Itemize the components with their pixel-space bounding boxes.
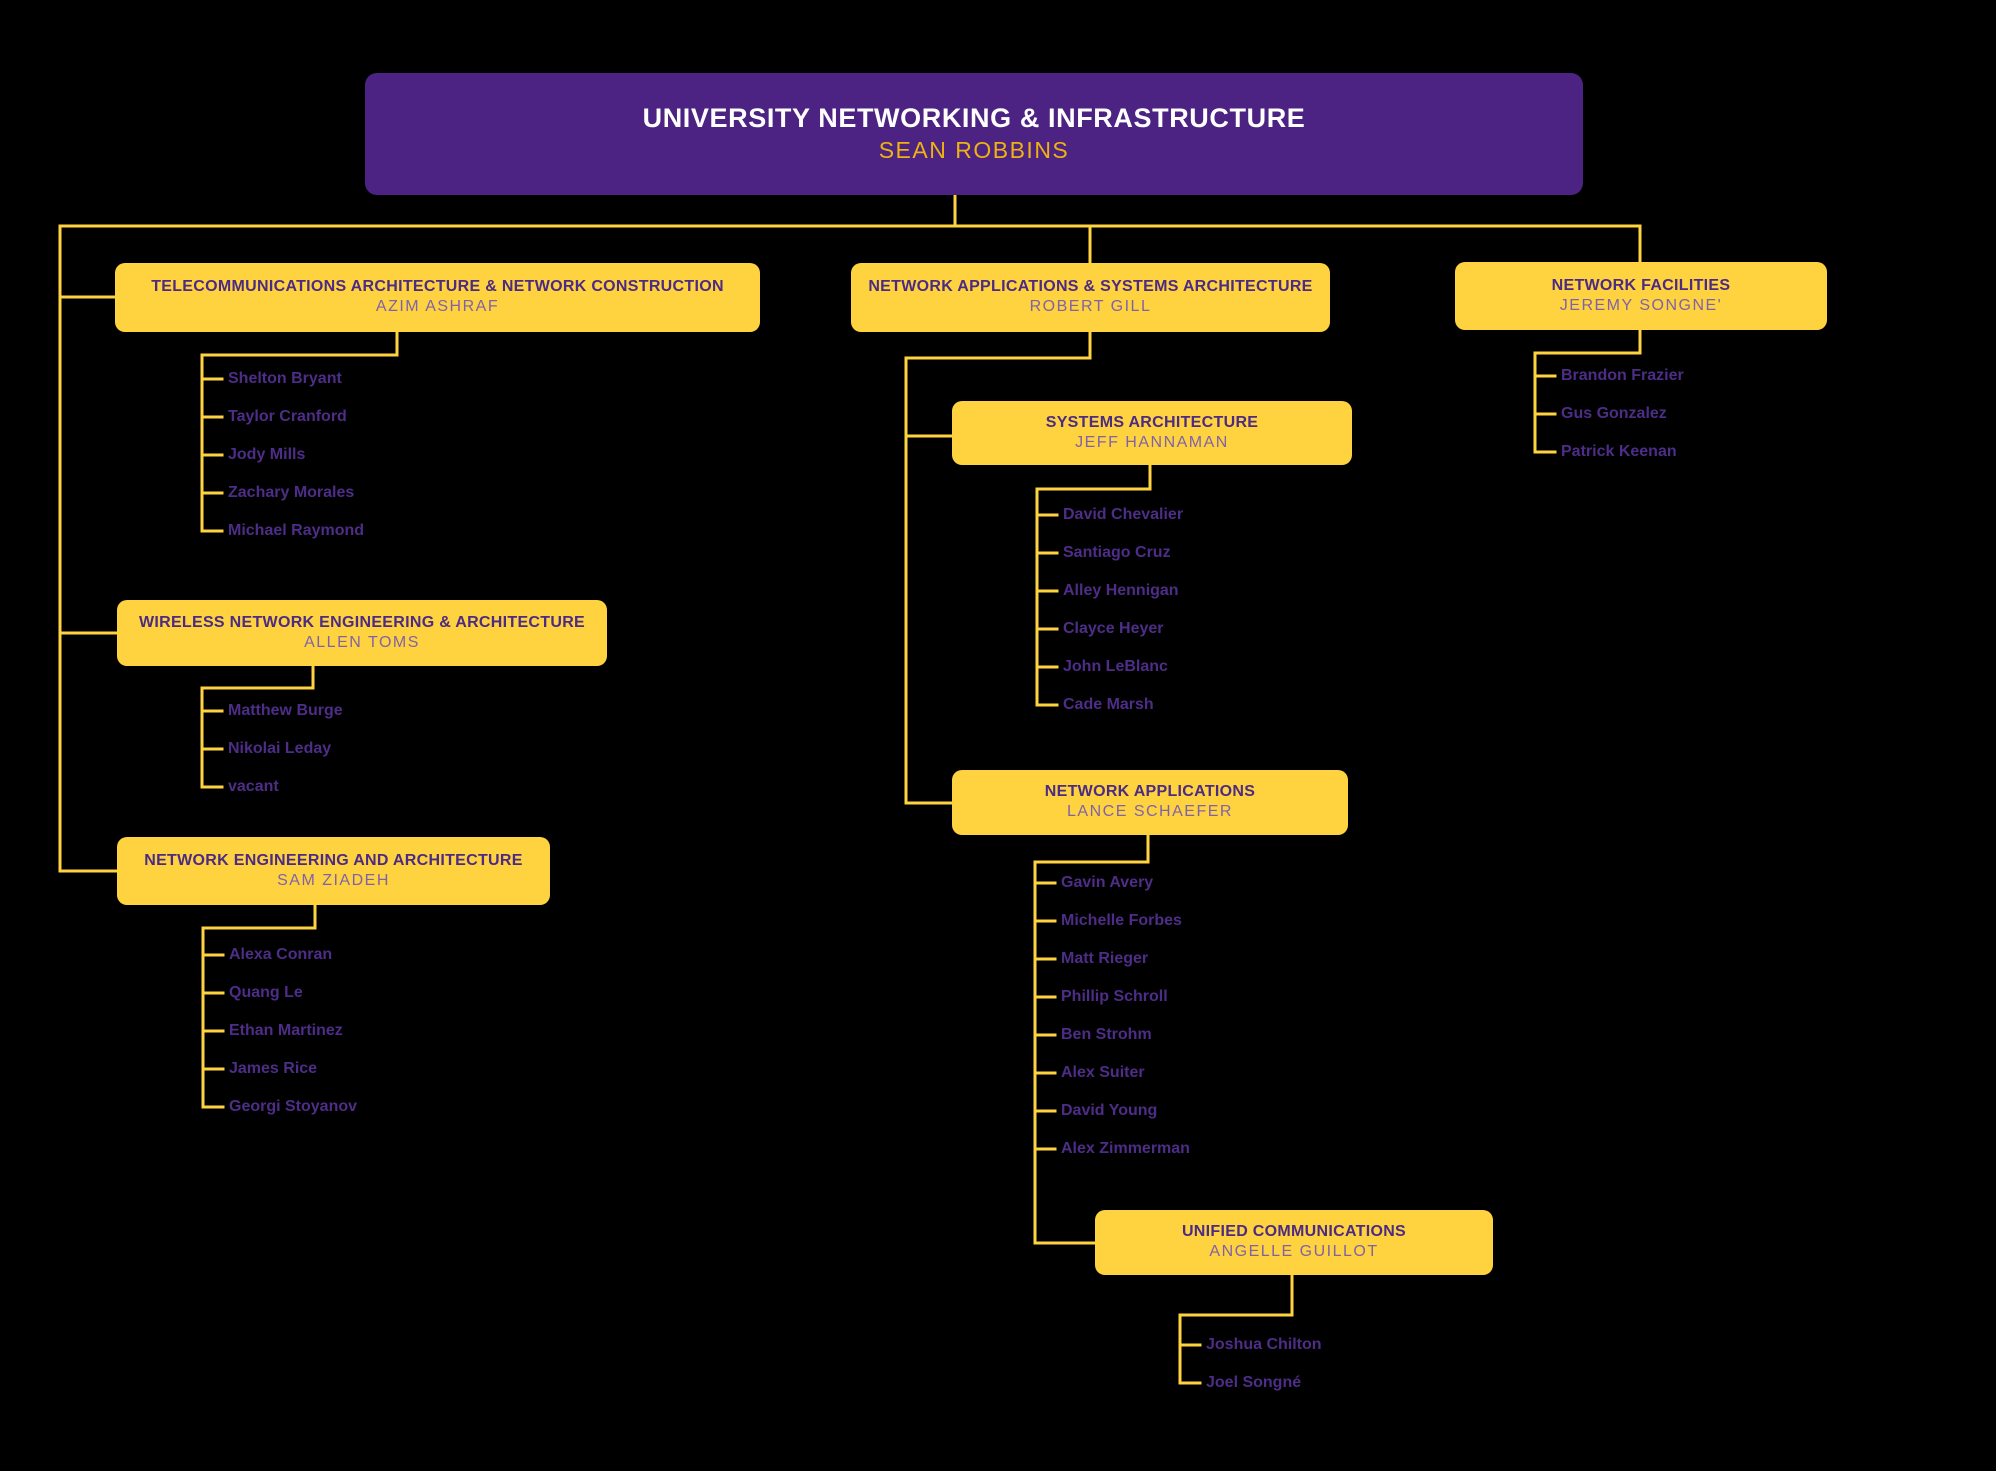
member-name: Clayce Heyer: [1063, 620, 1164, 637]
member-name: Alex Suiter: [1061, 1064, 1145, 1081]
member-name: Matthew Burge: [228, 702, 343, 719]
member-name: David Young: [1061, 1102, 1158, 1119]
org-box-unified-communications: UNIFIED COMMUNICATIONS ANGELLE GUILLOT: [1095, 1210, 1493, 1275]
member-name: John LeBlanc: [1063, 658, 1168, 675]
org-box-person: JEREMY SONGNE': [1559, 296, 1723, 314]
org-box-network-apps-systems: NETWORK APPLICATIONS & SYSTEMS ARCHITECT…: [851, 263, 1330, 332]
org-box-person: SEAN ROBBINS: [878, 136, 1070, 163]
org-box-network-applications: NETWORK APPLICATIONS LANCE SCHAEFER: [952, 770, 1348, 835]
org-box-title: UNIFIED COMMUNICATIONS: [1181, 1223, 1407, 1241]
member-name: vacant: [228, 778, 279, 795]
member-name: Zachary Morales: [228, 484, 355, 501]
org-box-wireless: WIRELESS NETWORK ENGINEERING & ARCHITECT…: [117, 600, 607, 666]
org-box-title: UNIVERSITY NETWORKING & INFRASTRUCTURE: [642, 103, 1306, 134]
org-box-title: NETWORK ENGINEERING AND ARCHITECTURE: [144, 851, 523, 869]
org-box-title: NETWORK APPLICATIONS & SYSTEMS ARCHITECT…: [868, 278, 1313, 296]
org-box-systems-architecture: SYSTEMS ARCHITECTURE JEFF HANNAMAN: [952, 401, 1352, 465]
org-box-title: WIRELESS NETWORK ENGINEERING & ARCHITECT…: [138, 613, 586, 631]
org-box-person: ANGELLE GUILLOT: [1209, 1243, 1379, 1261]
member-name: Joshua Chilton: [1206, 1336, 1322, 1353]
member-name: Patrick Keenan: [1561, 443, 1677, 460]
member-name: Gavin Avery: [1061, 874, 1154, 891]
org-box-person: ROBERT GILL: [1029, 298, 1152, 316]
member-name: Taylor Cranford: [228, 408, 347, 425]
member-name: Shelton Bryant: [228, 370, 342, 387]
member-name: Ben Strohm: [1061, 1026, 1152, 1043]
member-name: Phillip Schroll: [1061, 988, 1168, 1005]
org-box-network-facilities: NETWORK FACILITIES JEREMY SONGNE': [1455, 262, 1827, 330]
org-box-person: LANCE SCHAEFER: [1067, 803, 1233, 821]
member-name: James Rice: [229, 1060, 318, 1077]
org-box-telecommunications: TELECOMMUNICATIONS ARCHITECTURE & NETWOR…: [115, 263, 760, 332]
member-name: Joel Songné: [1206, 1374, 1302, 1391]
member-name: Santiago Cruz: [1063, 544, 1171, 561]
member-name: David Chevalier: [1063, 506, 1184, 523]
member-name: Alley Hennigan: [1063, 582, 1179, 599]
org-box-title: NETWORK FACILITIES: [1551, 276, 1731, 294]
member-name: Georgi Stoyanov: [229, 1098, 358, 1115]
member-name: Quang Le: [229, 984, 303, 1001]
member-name: Matt Rieger: [1061, 950, 1149, 967]
member-name: Alex Zimmerman: [1061, 1140, 1190, 1157]
org-box-person: ALLEN TOMS: [304, 633, 420, 651]
org-box-root: UNIVERSITY NETWORKING & INFRASTRUCTURE S…: [365, 73, 1583, 195]
org-box-person: AZIM ASHRAF: [375, 298, 500, 316]
org-box-title: SYSTEMS ARCHITECTURE: [1045, 413, 1259, 431]
org-box-person: SAM ZIADEH: [277, 871, 390, 889]
org-box-title: TELECOMMUNICATIONS ARCHITECTURE & NETWOR…: [151, 278, 724, 296]
member-name: Nikolai Leday: [228, 740, 332, 757]
member-name: Michelle Forbes: [1061, 912, 1182, 929]
org-box-title: NETWORK APPLICATIONS: [1044, 783, 1256, 801]
member-name: Cade Marsh: [1063, 696, 1154, 713]
member-name: Jody Mills: [228, 446, 306, 463]
member-name: Gus Gonzalez: [1561, 405, 1667, 422]
org-box-person: JEFF HANNAMAN: [1075, 433, 1229, 451]
member-name: Brandon Frazier: [1561, 367, 1684, 384]
member-name: Ethan Martinez: [229, 1022, 343, 1039]
org-box-network-engineering: NETWORK ENGINEERING AND ARCHITECTURE SAM…: [117, 837, 550, 905]
member-name: Michael Raymond: [228, 522, 365, 539]
member-name: Alexa Conran: [229, 946, 333, 963]
